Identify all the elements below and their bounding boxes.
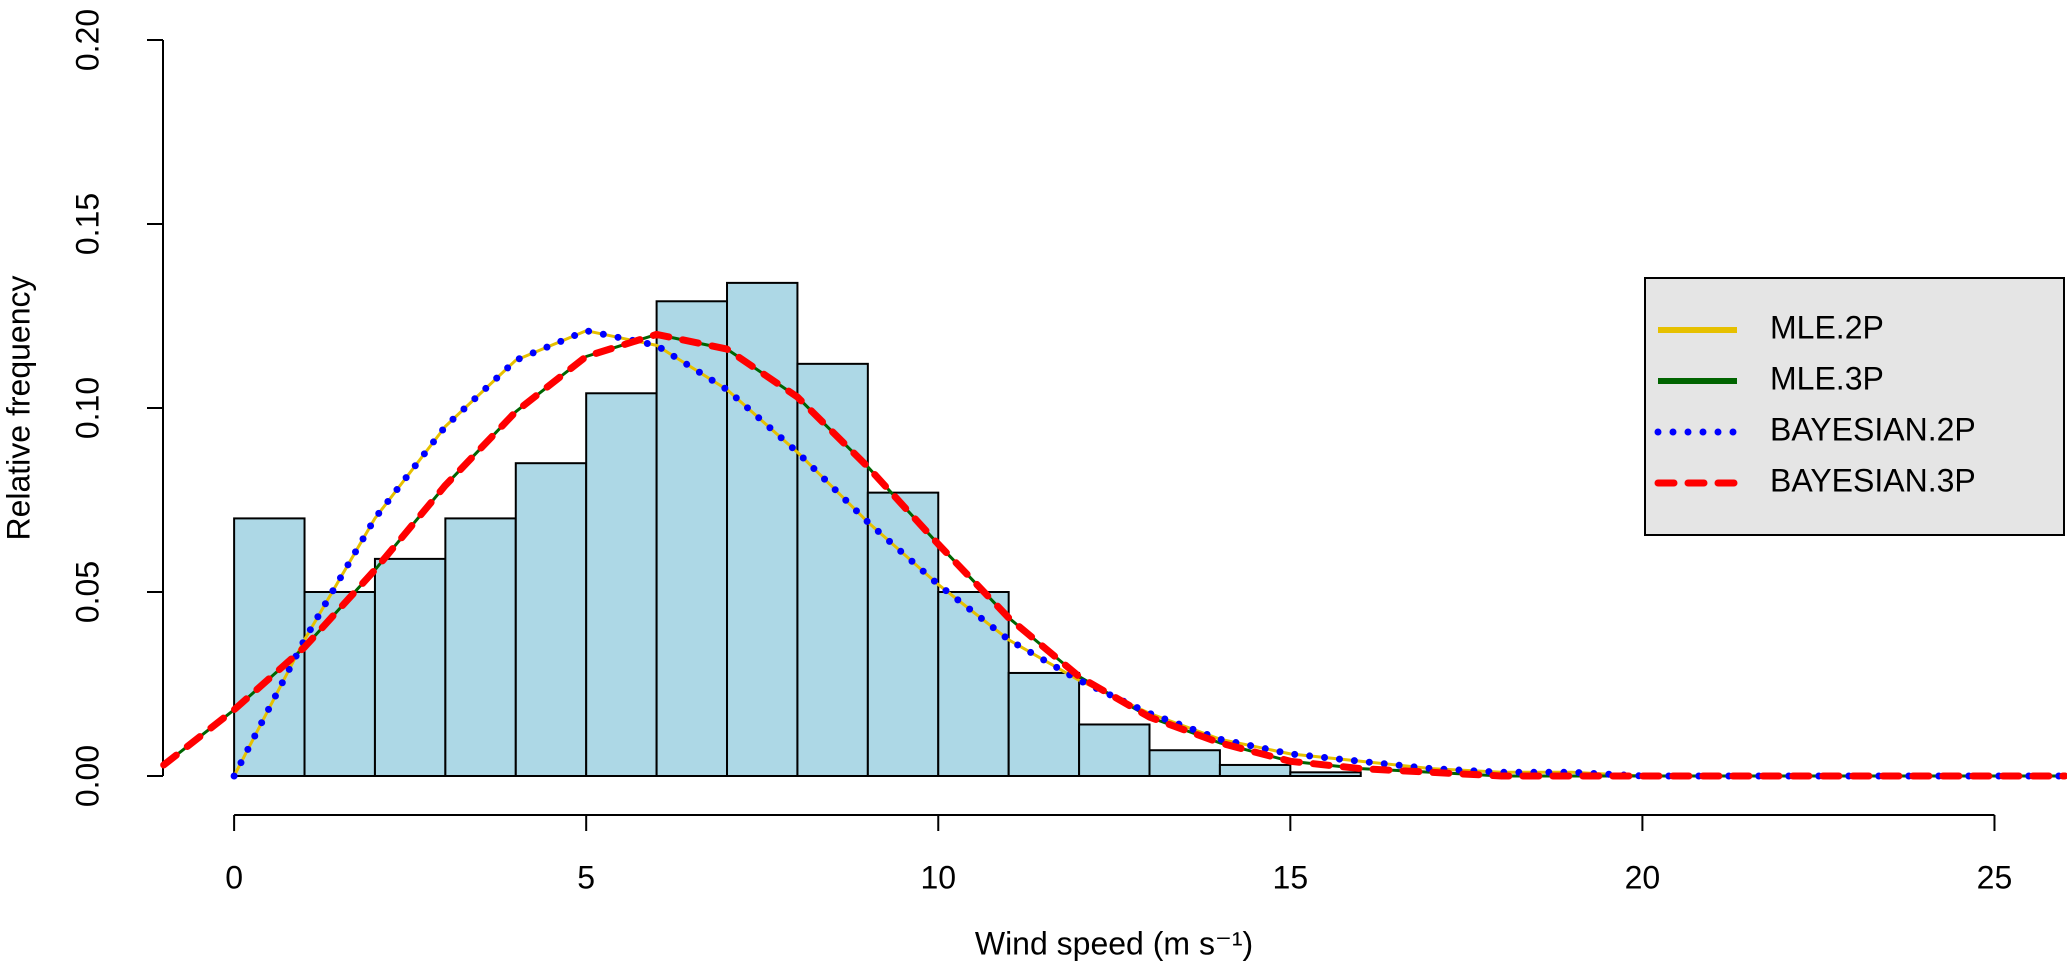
histogram-bar (233, 517, 306, 778)
x-tick-label: 15 (1273, 859, 1309, 895)
legend-label: MLE.2P (1770, 309, 1884, 345)
legend-label: MLE.3P (1770, 360, 1884, 396)
legend-label: BAYESIAN.3P (1770, 462, 1976, 498)
histogram-bar (444, 517, 517, 778)
x-tick-label: 20 (1625, 859, 1661, 895)
y-tick-label: 0.15 (69, 193, 105, 255)
density-line (160, 330, 2067, 780)
legend-label: BAYESIAN.2P (1770, 411, 1976, 447)
x-tick-label: 5 (577, 859, 595, 895)
histogram-bar (655, 300, 729, 777)
y-axis-label: Relative frequency (0, 275, 36, 540)
y-tick-label: 0.10 (69, 377, 105, 439)
histogram-bar (1218, 763, 1292, 778)
histogram-bar (866, 491, 940, 777)
x-tick-label: 25 (1977, 859, 2013, 895)
y-tick-label: 0.00 (69, 745, 105, 807)
x-axis-label: Wind speed (m s⁻¹) (975, 925, 1253, 961)
x-tick-label: 0 (225, 859, 243, 895)
histogram-bar (1078, 723, 1151, 777)
histogram-bar (726, 281, 799, 777)
legend-box (1644, 277, 2065, 536)
histogram-bar (514, 462, 588, 777)
histogram-bar (373, 557, 447, 777)
histogram-bar (796, 362, 869, 777)
y-tick-label: 0.05 (69, 561, 105, 623)
x-tick-label: 10 (920, 859, 956, 895)
histogram-bar (937, 591, 1010, 777)
histogram-bar (585, 392, 658, 777)
y-tick-label: 0.20 (69, 9, 105, 71)
histogram-bar (1007, 671, 1081, 778)
histogram-bar (1148, 749, 1221, 777)
histogram-bar (1289, 771, 1362, 778)
